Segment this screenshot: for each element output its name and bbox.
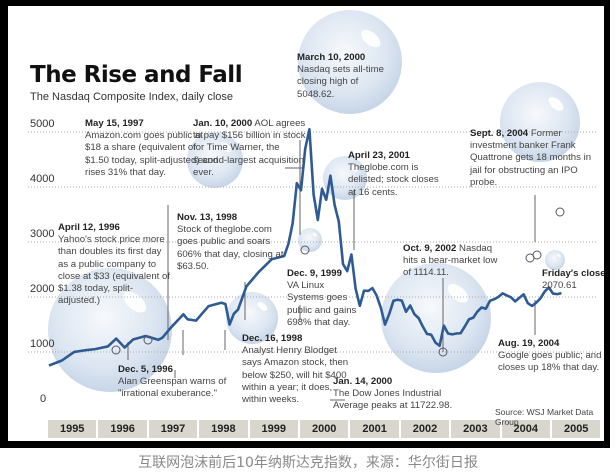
annotation: Aug. 19, 2004 Google goes public; and clo… [498,338,603,375]
annotation-text: Nasdaq sets all-time closing high of 504… [297,64,384,100]
infographic-frame: The Rise and Fall The Nasdaq Composite I… [0,0,610,448]
x-tick-label: 2000 [300,420,349,438]
event-marker [525,253,535,263]
annotation-date: Sept. 8, 2004 [470,128,529,139]
chart-panel: The Rise and Fall The Nasdaq Composite I… [8,6,604,441]
event-marker [438,347,448,357]
bubble-highlight [548,97,564,111]
annotation-date: Oct. 9, 2002 [403,243,457,254]
annotation-date: Aug. 19, 2004 [498,338,560,349]
annotation-date: April 12, 1996 [58,222,120,233]
annotation-date: Dec. 5, 1996 [118,364,173,375]
y-tick-label: 3000 [30,228,55,240]
annotation-text: Google goes public; and closes up 18% th… [498,350,602,374]
annotation: May 15, 1997 Amazon.com goes public at $1… [85,118,220,179]
bubble-highlight [447,283,469,303]
x-tick-label: 2005 [552,420,601,438]
x-tick-label: 2003 [451,420,500,438]
annotation-text: Amazon.com goes public at $18 a share (e… [85,130,219,178]
annotation-text: Theglobe.com is delisted; stock closes a… [348,162,439,198]
bubble-highlight [361,29,381,48]
nasdaq-line [48,128,562,367]
annotation-date: Jan. 10, 2000 [193,118,253,129]
bubble-highlight [257,301,268,311]
annotation-text: Yahoo's stock price more than doubles it… [58,234,171,307]
annotation: Dec. 16, 1998 Analyst Henry Blodget says … [242,333,357,406]
annotation-date: April 23, 2001 [348,150,410,161]
event-marker [143,335,153,345]
x-tick-label: 1999 [249,420,298,438]
y-tick-label: 4000 [30,173,55,185]
event-marker [111,345,121,355]
bubble-highlight [349,164,358,172]
chart-title: The Rise and Fall [30,62,243,88]
x-tick-label: 1998 [199,420,248,438]
bubble-highlight [557,253,561,258]
annotation-date: March 10, 2000 [297,52,366,63]
annotation-date: Dec. 16, 1998 [242,333,303,344]
annotation: April 12, 1996 Yahoo's stock price more t… [58,222,173,307]
bubble-highlight [312,232,318,237]
annotation-text: The Dow Jones Industrial Average peaks a… [333,388,453,412]
source-note: Source: WSJ Market Data Group [495,407,594,427]
x-tick-label: 1995 [48,420,97,438]
chart-subtitle: The Nasdaq Composite Index, daily close [30,91,233,103]
event-marker [555,207,565,217]
x-tick-label: 2004 [501,420,550,438]
annotation-date: Friday's close: [542,268,604,279]
y-tick-label: 2000 [30,283,55,295]
annotation: Nov. 13, 1998 Stock of theglobe.com goes … [177,212,287,273]
annotation: Oct. 9, 2002 Nasdaq hits a bear-market l… [403,243,503,280]
annotation: Dec. 9, 1999 VA Linux Systems goes public… [287,268,357,329]
annotation-date: Dec. 9, 1999 [287,268,342,279]
bubble-highlight [221,142,232,153]
chart-svg [28,10,598,401]
annotation-date: Nov. 13, 1998 [177,212,238,223]
annotation-text: Nasdaq hits a bear-market low of 1114.11… [403,243,498,279]
bubble-highlight [123,291,147,313]
annotation-text: Alan Greenspan warns of "irrational exub… [118,376,227,400]
image-caption: 互联网泡沫前后10年纳斯达克指数，来源：华尔街日报 [138,455,478,471]
y-tick-label: 5000 [30,118,55,130]
annotation-date: May 15, 1997 [85,118,144,129]
annotation-date: Jan. 14, 2000 [333,376,393,387]
annotation: March 10, 2000 Nasdaq sets all-time closi… [297,52,387,101]
y-tick-label: 1000 [30,338,55,350]
annotation-text: VA Linux Systems goes public and gains 6… [287,280,357,328]
annotation-text: 2070.61 [542,280,577,292]
annotation: Jan. 14, 2000 The Dow Jones Industrial Av… [333,376,473,413]
event-marker [300,245,310,255]
x-tick-label: 1996 [98,420,147,438]
x-tick-label: 2001 [350,420,399,438]
annotation: Friday's close: 2070.61 [542,268,604,292]
annotation: Jan. 10, 2000 AOL agrees to pay $156 bil… [193,118,308,179]
annotation: Sept. 8, 2004 Former investment banker F… [470,128,600,189]
annotation-text: Former investment banker Frank Quattrone… [470,128,592,188]
bubble [545,250,565,270]
annotation-text: Stock of theglobe.com goes public and so… [177,224,284,272]
x-tick-label: 1997 [148,420,198,438]
y-tick-label: 0 [40,393,47,405]
annotation: April 23, 2001 Theglobe.com is delisted; … [348,150,443,199]
annotation-text: Analyst Henry Blodget says Amazon stock,… [242,345,349,406]
x-tick-label: 2002 [400,420,450,438]
annotation-text: AOL agrees to pay $156 billion in stock … [193,118,306,178]
annotation: Dec. 5, 1996 Alan Greenspan warns of "irr… [118,364,228,401]
